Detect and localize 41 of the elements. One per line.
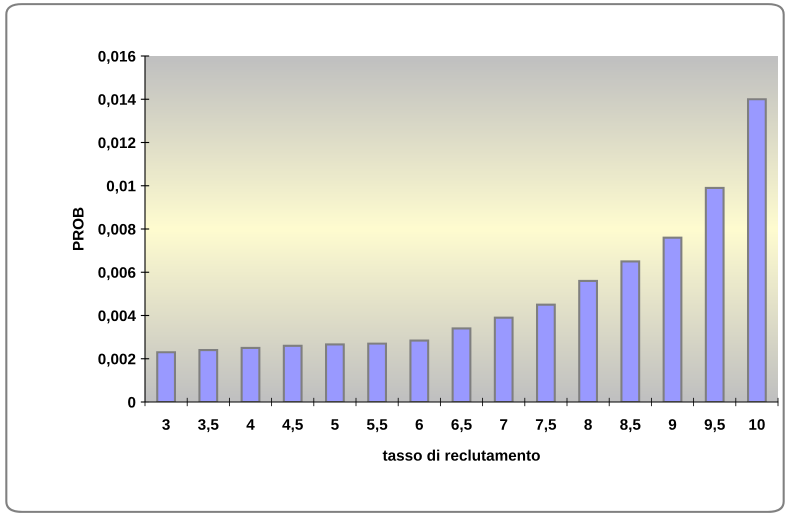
bar (452, 327, 472, 402)
x-tick-label: 3 (162, 419, 170, 430)
y-tick-label: 0,012 (98, 137, 136, 150)
y-tick-label: 0,016 (98, 50, 136, 64)
bar (578, 280, 598, 402)
x-tick-label: 3,5 (198, 419, 218, 432)
x-tick-label: 5 (331, 419, 339, 430)
x-tick-label: 6 (416, 419, 423, 430)
bar (494, 316, 514, 402)
y-tick-label: 0,004 (98, 310, 136, 324)
y-tick-label: 0,008 (98, 224, 136, 237)
y-tick-label: 0,014 (98, 94, 136, 108)
y-tick-label: 0,002 (98, 354, 136, 367)
y-tick-label: 0,01 (106, 180, 136, 194)
y-tick-label: 0,006 (98, 267, 136, 280)
bar (240, 346, 260, 402)
y-axis-title: PROB (72, 208, 84, 250)
x-tick-label: 7,5 (536, 419, 556, 432)
bar (198, 349, 218, 402)
x-tick-label: 10 (749, 419, 765, 430)
bar (662, 236, 682, 402)
x-tick-label: 8 (584, 419, 592, 430)
bar (282, 344, 303, 402)
bar (620, 260, 640, 402)
x-tick-label: 5,5 (366, 419, 388, 432)
bar (746, 98, 767, 402)
bar (704, 186, 725, 402)
x-axis-title: tasso di reclutamento (382, 450, 540, 461)
bar (367, 342, 388, 402)
x-tick-label: 7 (500, 419, 508, 430)
bar (409, 340, 430, 402)
bar (156, 351, 176, 402)
x-tick-label: 6,5 (451, 419, 472, 432)
x-tick-label: 9 (668, 419, 676, 430)
x-tick-label: 4 (246, 419, 255, 430)
bar (324, 343, 345, 402)
y-tick-label: 0 (128, 396, 136, 408)
x-tick-label: 9,5 (704, 419, 725, 432)
bar (536, 304, 556, 402)
x-tick-label: 4,5 (282, 419, 303, 432)
x-tick-label: 8,5 (620, 419, 640, 432)
